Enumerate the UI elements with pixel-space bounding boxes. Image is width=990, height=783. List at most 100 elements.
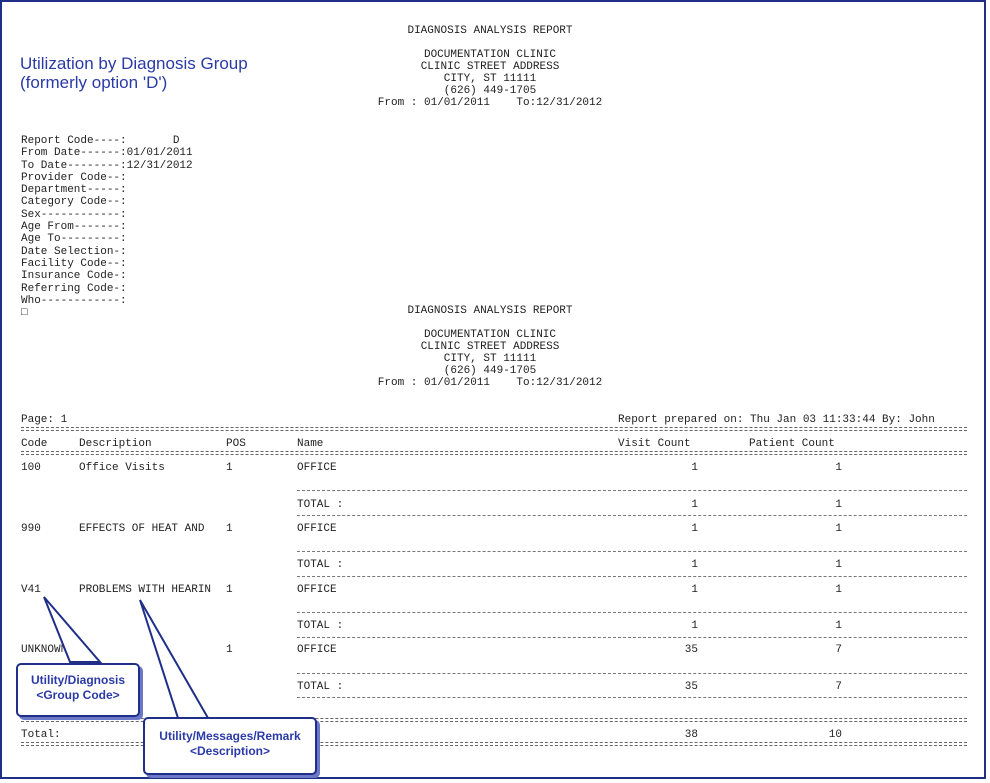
- report-caption: Utilization by Diagnosis Group (formerly…: [20, 54, 248, 92]
- grand-total-label: Total:: [21, 729, 61, 741]
- group-code-pointer: [43, 596, 103, 663]
- clinic-name: DOCUMENTATION CLINIC: [423, 329, 557, 341]
- subtotal-label: TOTAL :: [297, 681, 344, 693]
- row-pos: 1: [226, 584, 233, 596]
- divider: [21, 427, 967, 431]
- subtotal-patient-count: 1: [835, 559, 842, 571]
- grand-total-visit-count: 38: [684, 729, 698, 741]
- param-row: Provider Code--:: [21, 171, 127, 184]
- divider: [21, 742, 967, 746]
- row-visit-count: 1: [691, 584, 698, 596]
- param-row: To Date--------:12/31/2012: [21, 159, 193, 172]
- row-name: OFFICE: [297, 462, 337, 474]
- subtotal-rule: [297, 490, 967, 491]
- column-header-patient-count: Patient Count: [749, 438, 835, 450]
- date-range: From : 01/01/2011 To:12/31/2012: [377, 97, 603, 109]
- row-patient-count: 7: [835, 644, 842, 656]
- caption-line-1: Utilization by Diagnosis Group: [20, 54, 248, 73]
- param-row: □: [21, 307, 28, 320]
- param-row: Date Selection-:: [21, 245, 127, 258]
- callout-group-code: Utility/Diagnosis <Group Code>: [16, 663, 140, 717]
- row-visit-count: 1: [691, 523, 698, 535]
- row-visit-count: 1: [691, 462, 698, 474]
- clinic-city: CITY, ST 11111: [443, 73, 537, 85]
- callout-description-line2: <Description>: [189, 744, 271, 758]
- param-row: Department-----:: [21, 184, 127, 197]
- subtotal-patient-count: 1: [835, 499, 842, 511]
- page-number: Page: 1: [21, 414, 68, 426]
- row-description: EFFECTS OF HEAT AND: [79, 523, 205, 535]
- callout-group-code-line2: <Group Code>: [36, 688, 120, 702]
- subtotal-visit-count: 35: [684, 681, 698, 693]
- param-row: Age To---------:: [21, 233, 127, 246]
- grand-total-patient-count: 10: [828, 729, 842, 741]
- row-code: 100: [21, 462, 41, 474]
- row-pos: 1: [226, 462, 233, 474]
- row-name: OFFICE: [297, 584, 337, 596]
- row-pos: 1: [226, 523, 233, 535]
- subtotal-patient-count: 7: [835, 681, 842, 693]
- report-parameters: Report Code----: D From Date------:01/01…: [21, 135, 193, 319]
- row-pos: 1: [226, 644, 233, 656]
- subtotal-rule: [297, 551, 967, 552]
- param-row: Category Code--:: [21, 196, 127, 209]
- description-pointer: [139, 599, 210, 719]
- row-name: OFFICE: [297, 523, 337, 535]
- report-title: DIAGNOSIS ANALYSIS REPORT: [407, 25, 573, 37]
- subtotal-rule: [297, 515, 967, 516]
- subtotal-visit-count: 1: [691, 559, 698, 571]
- param-row: Who------------:: [21, 294, 127, 307]
- report-header-1: DIAGNOSIS ANALYSIS REPORT DOCUMENTATION …: [290, 25, 690, 109]
- report-header-2: DIAGNOSIS ANALYSIS REPORT DOCUMENTATION …: [290, 305, 690, 389]
- callout-description: Utility/Messages/Remark <Description>: [143, 717, 317, 775]
- clinic-phone: (626) 449-1705: [443, 85, 537, 97]
- subtotal-label: TOTAL :: [297, 620, 344, 632]
- subtotal-rule: [297, 697, 967, 698]
- param-row: From Date------:01/01/2011: [21, 147, 193, 160]
- clinic-address: CLINIC STREET ADDRESS: [420, 341, 560, 353]
- param-row: Referring Code-:: [21, 282, 127, 295]
- subtotal-visit-count: 1: [691, 499, 698, 511]
- param-row: Report Code----: D: [21, 135, 180, 147]
- row-description: Office Visits: [79, 462, 165, 474]
- column-header-name: Name: [297, 438, 324, 450]
- column-header-code: Code: [21, 438, 48, 450]
- prepared-on: Report prepared on: Thu Jan 03 11:33:44 …: [618, 414, 935, 426]
- subtotal-label: TOTAL :: [297, 499, 344, 511]
- column-header-description: Description: [79, 438, 152, 450]
- subtotal-visit-count: 1: [691, 620, 698, 632]
- divider: [21, 451, 967, 455]
- report-title: DIAGNOSIS ANALYSIS REPORT: [407, 305, 573, 317]
- clinic-address: CLINIC STREET ADDRESS: [420, 61, 560, 73]
- clinic-city: CITY, ST 11111: [443, 353, 537, 365]
- divider: [21, 718, 967, 722]
- subtotal-rule: [297, 612, 967, 613]
- subtotal-label: TOTAL :: [297, 559, 344, 571]
- row-patient-count: 1: [835, 584, 842, 596]
- row-description: PROBLEMS WITH HEARIN: [79, 584, 212, 596]
- param-row: Sex------------:: [21, 208, 127, 221]
- callout-group-code-line1: Utility/Diagnosis: [30, 673, 125, 687]
- param-row: Facility Code--:: [21, 257, 127, 270]
- subtotal-rule: [297, 637, 967, 638]
- subtotal-rule: [297, 576, 967, 577]
- row-visit-count: 35: [684, 644, 698, 656]
- caption-line-2: (formerly option 'D'): [20, 73, 168, 92]
- column-header-visit-count: Visit Count: [618, 438, 691, 450]
- row-code: UNKNOWN: [21, 644, 68, 656]
- row-code: 990: [21, 523, 41, 535]
- clinic-phone: (626) 449-1705: [443, 365, 537, 377]
- callout-description-line1: Utility/Messages/Remark: [159, 729, 301, 743]
- column-header-pos: POS: [226, 438, 246, 450]
- subtotal-patient-count: 1: [835, 620, 842, 632]
- row-patient-count: 1: [835, 462, 842, 474]
- row-name: OFFICE: [297, 644, 337, 656]
- param-row: Age From-------:: [21, 221, 127, 234]
- row-patient-count: 1: [835, 523, 842, 535]
- row-code: V41: [21, 584, 41, 596]
- param-row: Insurance Code-:: [21, 270, 127, 283]
- clinic-name: DOCUMENTATION CLINIC: [423, 49, 557, 61]
- subtotal-rule: [297, 673, 967, 674]
